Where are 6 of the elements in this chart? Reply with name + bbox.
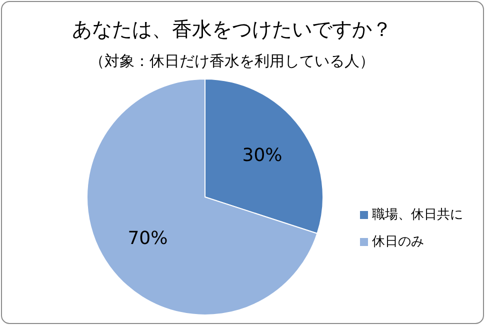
legend-label: 休日のみ: [372, 234, 424, 250]
data-label: 30%: [242, 144, 282, 166]
chart-title: あなたは、香水をつけたいですか？: [72, 17, 392, 41]
legend-label: 職場、休日共に: [372, 208, 463, 222]
data-label: 70%: [128, 228, 168, 250]
chart-subtitle: （対象：休日だけ香水を利用している人）: [90, 52, 374, 70]
